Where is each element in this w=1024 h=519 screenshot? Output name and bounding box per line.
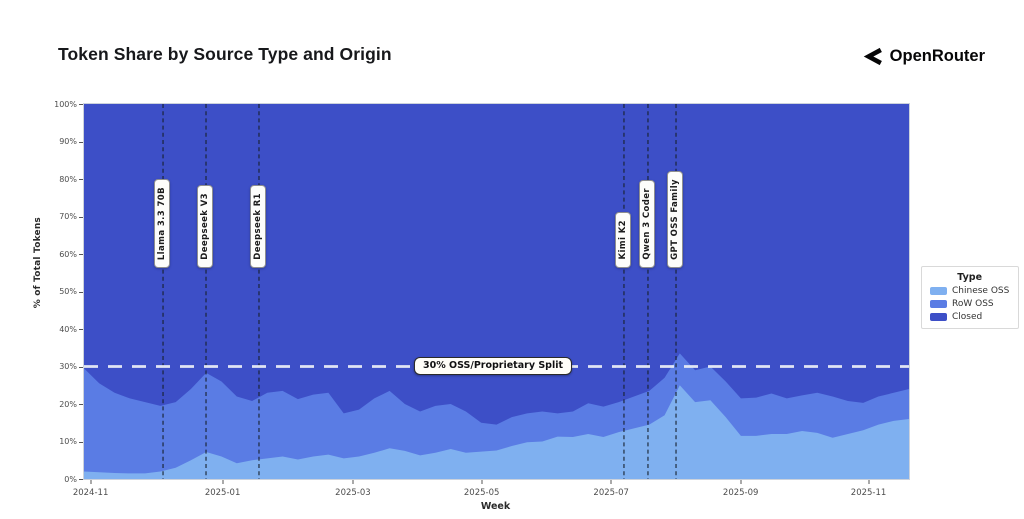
y-tick-label: 20%: [59, 399, 77, 409]
y-tick-label: 100%: [54, 99, 77, 109]
y-tick-mark: [79, 404, 83, 405]
x-tick-label: 2025-07: [593, 488, 629, 498]
x-tick-label: 2025-09: [722, 488, 759, 498]
y-tick-label: 30%: [59, 362, 77, 371]
event-label: GPT OSS Family: [667, 171, 684, 268]
y-tick-mark: [79, 479, 83, 480]
legend-entry-label: RoW OSS: [952, 299, 994, 309]
openrouter-logo: OpenRouter: [862, 46, 985, 67]
event-label: Qwen 3 Coder: [638, 180, 655, 268]
event-label: Llama 3.3 70B: [154, 178, 171, 268]
y-tick-label: 0%: [64, 474, 77, 484]
legend-swatch-icon: [930, 313, 947, 321]
y-tick-mark: [79, 216, 83, 218]
event-label: Deepseek V3: [197, 185, 214, 268]
x-tick-label: 2024-11: [72, 488, 109, 498]
legend: Type Chinese OSS RoW OSS Closed: [921, 266, 1020, 329]
x-tick-mark: [868, 480, 870, 484]
legend-swatch-icon: [930, 287, 947, 295]
legend-title: Type: [957, 272, 983, 283]
brand-name: OpenRouter: [889, 47, 985, 65]
y-tick-label: 50%: [59, 287, 77, 296]
y-tick-mark: [79, 329, 83, 330]
x-tick-mark: [740, 480, 742, 484]
page-title: Token Share by Source Type and Origin: [58, 44, 392, 64]
y-tick-mark: [79, 104, 83, 105]
y-tick-label: 70%: [59, 212, 77, 221]
x-tick-label: 2025-11: [850, 488, 887, 498]
x-tick-label: 2025-03: [335, 488, 371, 498]
legend-entry-label: Closed: [952, 312, 983, 322]
hline-annotation-label: 30% OSS/Proprietary Split: [413, 357, 573, 375]
stacked-area-chart: [84, 104, 909, 479]
y-tick-label: 10%: [59, 437, 77, 446]
y-tick-label: 40%: [59, 324, 77, 334]
y-tick-mark: [79, 366, 83, 368]
x-tick-mark: [352, 480, 354, 484]
legend-entry: Chinese OSS: [930, 286, 1009, 296]
legend-entry: Closed: [930, 312, 1009, 322]
y-tick-mark: [79, 179, 83, 180]
y-tick-label: 90%: [59, 137, 77, 146]
legend-entry-label: Chinese OSS: [952, 286, 1010, 296]
y-tick-mark: [79, 254, 83, 255]
x-tick-mark: [222, 480, 224, 484]
x-tick-label: 2025-05: [463, 488, 500, 498]
y-tick-label: 60%: [59, 249, 77, 259]
x-tick-mark: [610, 480, 612, 484]
y-tick-label: 80%: [59, 174, 77, 184]
legend-entry: RoW OSS: [930, 299, 1009, 309]
x-axis-title: Week: [480, 501, 511, 512]
x-tick-mark: [90, 480, 92, 484]
event-label: Kimi K2: [614, 212, 631, 268]
y-tick-mark: [79, 141, 83, 143]
x-tick-mark: [481, 480, 483, 484]
y-tick-mark: [79, 291, 83, 293]
x-tick-label: 2025-01: [204, 488, 241, 498]
openrouter-chevron-icon: [863, 47, 882, 66]
y-tick-mark: [79, 441, 83, 443]
event-label: Deepseek R1: [249, 185, 266, 268]
legend-swatch-icon: [930, 300, 947, 308]
plot-area: 0% 10% 20% 30% 40% 50% 60% 70% 80% 90% 100% 2024-11…: [54, 100, 910, 498]
